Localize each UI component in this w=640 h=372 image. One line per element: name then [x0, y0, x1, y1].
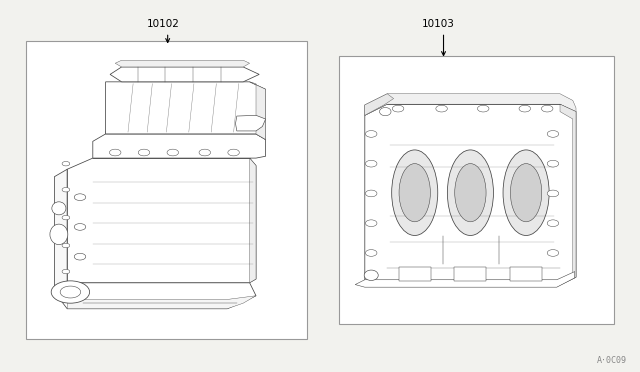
Bar — [339, 56, 614, 324]
Polygon shape — [250, 158, 256, 283]
Circle shape — [477, 105, 489, 112]
Circle shape — [436, 105, 447, 112]
Circle shape — [541, 105, 553, 112]
Polygon shape — [365, 94, 576, 115]
Polygon shape — [365, 94, 394, 115]
Circle shape — [109, 149, 121, 156]
Polygon shape — [67, 158, 256, 283]
Polygon shape — [106, 82, 266, 140]
Polygon shape — [67, 296, 256, 309]
Circle shape — [365, 220, 377, 227]
Circle shape — [74, 194, 86, 201]
Circle shape — [547, 131, 559, 137]
Ellipse shape — [364, 270, 378, 280]
Circle shape — [74, 253, 86, 260]
Ellipse shape — [392, 150, 438, 235]
Ellipse shape — [52, 202, 66, 215]
Bar — [399, 267, 431, 281]
Circle shape — [365, 190, 377, 197]
Bar — [510, 267, 542, 281]
Circle shape — [60, 286, 81, 298]
Circle shape — [199, 149, 211, 156]
Bar — [26, 41, 307, 339]
Ellipse shape — [399, 164, 430, 222]
Polygon shape — [557, 104, 576, 286]
Ellipse shape — [50, 224, 68, 245]
Ellipse shape — [511, 164, 541, 222]
Circle shape — [547, 190, 559, 197]
Circle shape — [62, 215, 70, 220]
Circle shape — [62, 269, 70, 274]
Circle shape — [547, 220, 559, 227]
Ellipse shape — [447, 150, 493, 235]
Circle shape — [138, 149, 150, 156]
Polygon shape — [54, 283, 256, 309]
Polygon shape — [236, 115, 266, 131]
Circle shape — [51, 281, 90, 303]
Polygon shape — [106, 131, 266, 140]
Ellipse shape — [503, 150, 549, 235]
Polygon shape — [54, 283, 67, 292]
Circle shape — [365, 250, 377, 256]
Circle shape — [62, 187, 70, 192]
Polygon shape — [115, 60, 250, 67]
Polygon shape — [250, 82, 266, 140]
Circle shape — [547, 160, 559, 167]
Circle shape — [365, 131, 377, 137]
Circle shape — [74, 224, 86, 230]
Polygon shape — [355, 272, 575, 287]
Circle shape — [392, 105, 404, 112]
Ellipse shape — [380, 108, 391, 116]
Circle shape — [519, 105, 531, 112]
Polygon shape — [54, 169, 67, 292]
Text: 10103: 10103 — [422, 19, 455, 29]
Circle shape — [547, 250, 559, 256]
Ellipse shape — [455, 164, 486, 222]
Circle shape — [228, 149, 239, 156]
Polygon shape — [110, 67, 259, 82]
Text: 10102: 10102 — [147, 19, 180, 29]
Bar — [454, 267, 486, 281]
Circle shape — [62, 243, 70, 248]
Polygon shape — [365, 104, 576, 286]
Circle shape — [365, 160, 377, 167]
Circle shape — [62, 161, 70, 166]
Text: A·0C09: A·0C09 — [597, 356, 627, 365]
Circle shape — [167, 149, 179, 156]
Polygon shape — [93, 134, 266, 158]
